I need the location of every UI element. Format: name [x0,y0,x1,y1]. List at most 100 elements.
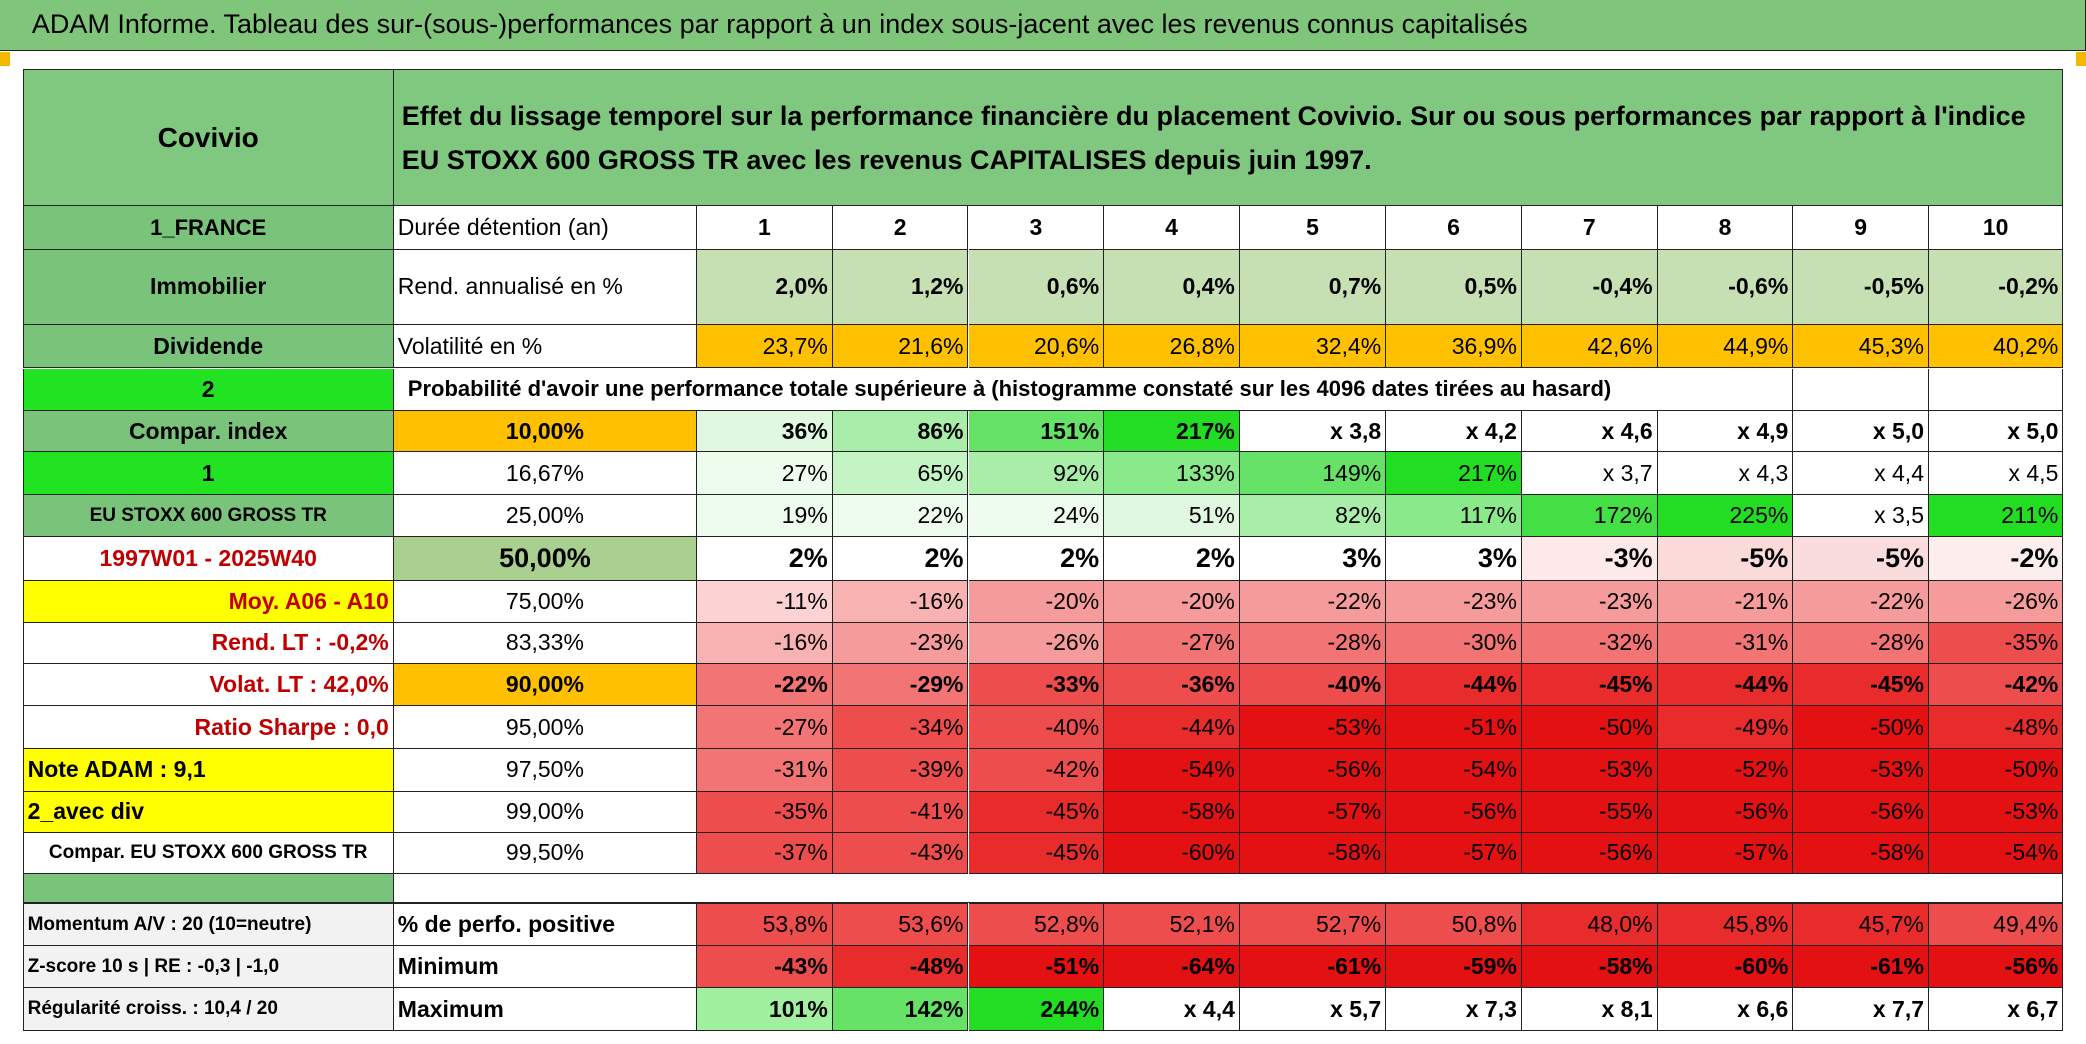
empty-cell [1793,368,1929,412]
row-label: Compar. EU STOXX 600 GROSS TR [22,832,394,875]
value-cell: -5% [1793,537,1929,582]
value-cell: 51% [1104,494,1240,538]
value-cell: -58% [1104,791,1240,833]
row-key: 10,00% [393,411,698,453]
value-cell: -23% [832,622,969,664]
summary-value: -48% [832,945,969,989]
value-cell: 2% [968,537,1105,582]
row-key: 99,50% [393,832,698,875]
value-cell: -16% [697,622,833,664]
value-cell: -42% [968,748,1105,792]
header-name: Covivio [22,69,394,207]
value-cell: 0,6% [968,250,1105,325]
row-key: 97,50% [393,748,698,792]
summary-value: 142% [832,988,969,1032]
value-cell: 172% [1521,494,1658,538]
value-cell: -50% [1929,748,2064,792]
value-cell: -37% [697,832,833,875]
value-cell: -50% [1793,706,1929,749]
summary-value: 53,8% [697,903,833,946]
value-cell: -51% [1386,706,1522,749]
summary-value: 45,7% [1793,903,1929,946]
summary-value: x 7,3 [1386,988,1522,1032]
row-key: 90,00% [393,663,698,707]
value-cell: -55% [1521,791,1658,833]
value-cell: -22% [697,663,833,707]
summary-value: -60% [1657,945,1794,989]
value-cell: 117% [1386,494,1522,538]
summary-value: x 6,6 [1657,988,1794,1032]
value-cell: -42% [1929,663,2064,707]
value-cell: -56% [1793,791,1929,833]
value-cell: -11% [697,581,833,623]
summary-value: -56% [1929,945,2064,989]
value-cell: 3% [1239,537,1387,582]
value-cell: 0,7% [1239,250,1387,325]
row-label: Immobilier [22,250,394,325]
summary-value: 45,8% [1657,903,1794,946]
summary-value: 52,7% [1239,903,1387,946]
value-cell: 5 [1239,206,1387,251]
value-cell: 0,4% [1104,250,1240,325]
corner-mark [2076,52,2086,66]
value-cell: 36% [697,411,833,453]
row-label: 1_FRANCE [22,206,394,251]
value-cell: 44,9% [1657,324,1794,369]
summary-value: 49,4% [1929,903,2064,946]
value-cell: 1,2% [832,250,969,325]
value-cell: 19% [697,494,833,538]
value-cell: -28% [1793,622,1929,664]
value-cell: -40% [968,706,1105,749]
value-cell: 2% [1104,537,1240,582]
value-cell: x 5,0 [1793,411,1929,453]
title-bar: ADAM Informe. Tableau des sur-(sous-)per… [0,0,2086,51]
value-cell: -58% [1793,832,1929,875]
value-cell: x 4,5 [1929,452,2064,495]
value-cell: -31% [697,748,833,792]
value-cell: x 3,8 [1239,411,1387,453]
summary-value: 53,6% [832,903,969,946]
summary-value: 244% [968,988,1105,1032]
value-cell: -34% [832,706,969,749]
value-cell: 6 [1386,206,1522,251]
summary-value: 52,8% [968,903,1105,946]
value-cell: 8 [1657,206,1794,251]
value-cell: -53% [1521,748,1658,792]
value-cell: 9 [1793,206,1929,251]
value-cell: -30% [1386,622,1522,664]
value-cell: -56% [1657,791,1794,833]
value-cell: 36,9% [1386,324,1522,369]
summary-value: 101% [697,988,833,1032]
value-cell: -54% [1386,748,1522,792]
value-cell: -54% [1104,748,1240,792]
header-description: Effet du lissage temporel sur la perform… [393,69,2064,207]
summary-value: -61% [1239,945,1387,989]
value-cell: 40,2% [1929,324,2064,369]
value-cell: x 4,6 [1521,411,1658,453]
value-cell: -35% [1929,622,2064,664]
value-cell: -44% [1386,663,1522,707]
value-cell: -41% [832,791,969,833]
value-cell: -45% [968,832,1105,875]
summary-value: -51% [968,945,1105,989]
summary-label: Z-score 10 s | RE : -0,3 | -1,0 [22,945,394,989]
summary-key: Maximum [393,988,698,1032]
value-cell: -57% [1657,832,1794,875]
spacer [393,874,2064,904]
value-cell: -31% [1657,622,1794,664]
value-cell: -0,4% [1521,250,1658,325]
row-label: Moy. A06 - A10 [22,581,394,623]
row-key: Rend. annualisé en % [393,250,698,325]
row-label: 2_avec div [22,791,394,833]
value-cell: -20% [968,581,1105,623]
row-key: Volatilité en % [393,324,698,369]
value-cell: 24% [968,494,1105,538]
row-label: Note ADAM : 9,1 [22,748,394,792]
summary-value: -64% [1104,945,1240,989]
value-cell: -16% [832,581,969,623]
value-cell: 20,6% [968,324,1105,369]
summary-value: 50,8% [1386,903,1522,946]
summary-value: 48,0% [1521,903,1658,946]
value-cell: 82% [1239,494,1387,538]
value-cell: 65% [832,452,969,495]
